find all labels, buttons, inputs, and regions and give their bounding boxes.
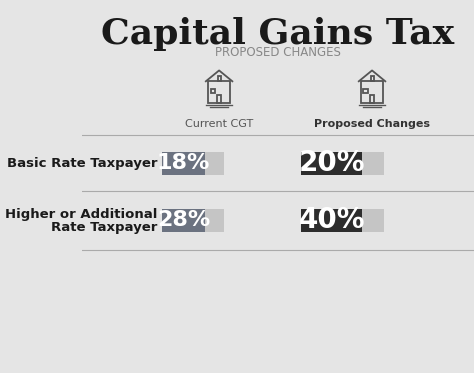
Text: Proposed Changes: Proposed Changes xyxy=(314,119,430,129)
Bar xyxy=(218,76,221,81)
Bar xyxy=(301,209,384,232)
Bar xyxy=(370,95,374,103)
Text: Basic Rate Taxpayer: Basic Rate Taxpayer xyxy=(7,157,157,170)
Bar xyxy=(371,76,374,81)
Bar xyxy=(361,81,383,103)
Bar xyxy=(162,209,224,232)
Bar xyxy=(364,89,368,93)
Text: 28%: 28% xyxy=(157,210,210,230)
Bar xyxy=(162,209,205,232)
Text: 20%: 20% xyxy=(299,149,365,178)
Text: Higher or Additional: Higher or Additional xyxy=(5,208,157,220)
Bar xyxy=(301,152,384,175)
Bar xyxy=(301,209,362,232)
Bar xyxy=(208,81,230,103)
Text: Capital Gains Tax: Capital Gains Tax xyxy=(101,17,455,51)
Bar xyxy=(210,89,215,93)
Text: Current CGT: Current CGT xyxy=(185,119,253,129)
Text: Rate Taxpayer: Rate Taxpayer xyxy=(51,221,157,234)
Bar xyxy=(162,152,224,175)
Bar xyxy=(162,152,205,175)
Bar xyxy=(301,152,362,175)
Text: PROPOSED CHANGES: PROPOSED CHANGES xyxy=(215,46,341,59)
Text: 18%: 18% xyxy=(157,153,210,173)
Bar xyxy=(217,95,221,103)
Text: 40%: 40% xyxy=(299,206,365,234)
